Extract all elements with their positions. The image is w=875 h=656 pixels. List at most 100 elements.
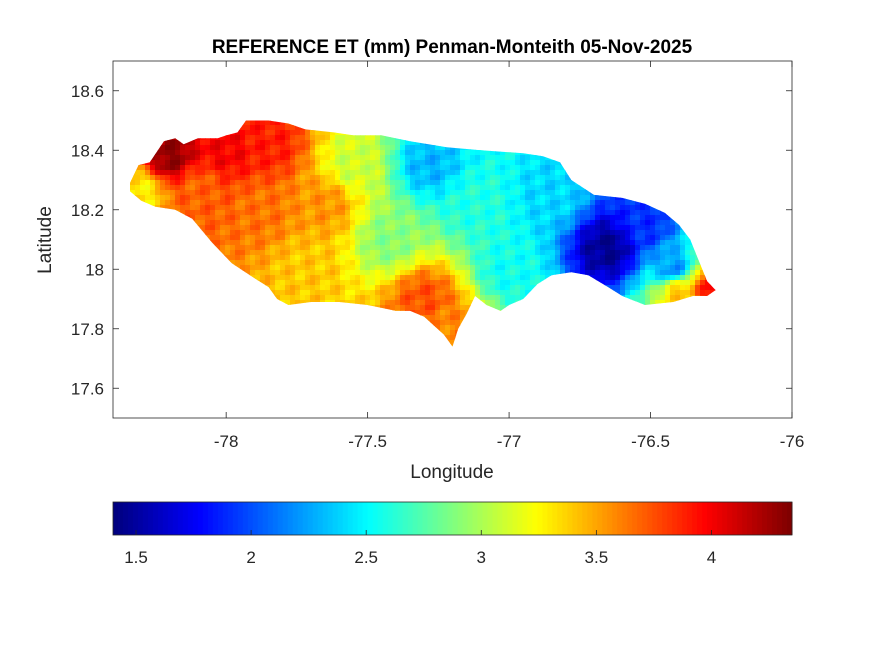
field-cell xyxy=(290,190,296,196)
field-cell xyxy=(285,180,291,186)
field-cell xyxy=(595,220,601,226)
field-cell xyxy=(600,265,606,271)
field-cell xyxy=(435,180,441,186)
field-cell xyxy=(315,190,321,196)
field-cell xyxy=(530,160,536,166)
field-cell xyxy=(415,265,421,271)
field-cell xyxy=(325,130,331,136)
field-cell xyxy=(270,225,276,231)
field-cell xyxy=(410,200,416,206)
field-cell xyxy=(690,250,696,256)
field-cell xyxy=(620,220,626,226)
field-cell xyxy=(505,250,511,256)
field-cell xyxy=(325,265,331,271)
field-cell xyxy=(375,220,381,226)
field-cell xyxy=(340,275,346,281)
field-cell xyxy=(505,160,511,166)
field-cell xyxy=(180,145,186,151)
field-cell xyxy=(380,150,386,156)
field-cell xyxy=(235,150,241,156)
field-cell xyxy=(365,145,371,151)
field-cell xyxy=(680,290,686,296)
field-cell xyxy=(360,160,366,166)
field-cell xyxy=(420,240,426,246)
field-cell xyxy=(550,180,556,186)
field-cell xyxy=(475,210,481,216)
field-cell xyxy=(395,170,401,176)
field-cell xyxy=(565,250,571,256)
field-cell xyxy=(495,220,501,226)
field-cell xyxy=(190,145,196,151)
field-cell xyxy=(390,300,396,306)
field-cell xyxy=(675,260,681,266)
field-cell xyxy=(405,165,411,171)
field-cell xyxy=(360,295,366,301)
field-cell xyxy=(480,270,486,276)
field-cell xyxy=(225,240,231,246)
field-cell xyxy=(275,135,281,141)
field-cell xyxy=(435,250,441,256)
field-cell xyxy=(220,215,226,221)
field-cell xyxy=(460,215,466,221)
field-cell xyxy=(335,210,341,216)
field-cell xyxy=(375,175,381,181)
field-cell xyxy=(545,185,551,191)
field-cell xyxy=(635,265,641,271)
field-cell xyxy=(230,260,236,266)
field-cell xyxy=(645,230,651,236)
field-cell xyxy=(275,230,281,236)
field-cell xyxy=(535,195,541,201)
field-cell xyxy=(275,235,281,241)
field-cell xyxy=(515,165,521,171)
field-cell xyxy=(610,265,616,271)
field-cell xyxy=(220,140,226,146)
field-cell xyxy=(195,220,201,226)
field-cell xyxy=(440,225,446,231)
field-cell xyxy=(485,190,491,196)
field-cell xyxy=(530,210,536,216)
field-cell xyxy=(460,170,466,176)
field-cell xyxy=(500,170,506,176)
field-cell xyxy=(420,205,426,211)
field-cell xyxy=(555,235,561,241)
field-cell xyxy=(315,140,321,146)
field-cell xyxy=(355,195,361,201)
field-cell xyxy=(260,130,266,136)
field-cell xyxy=(480,245,486,251)
field-cell xyxy=(375,195,381,201)
field-cell xyxy=(635,295,641,301)
field-cell xyxy=(650,300,656,306)
field-cell xyxy=(315,290,321,296)
field-cell xyxy=(575,195,581,201)
field-cell xyxy=(500,180,506,186)
field-cell xyxy=(640,245,646,251)
field-cell xyxy=(220,205,226,211)
field-cell xyxy=(215,210,221,216)
field-cell xyxy=(245,215,251,221)
field-cell xyxy=(635,260,641,266)
field-cell xyxy=(415,255,421,261)
field-cell xyxy=(270,145,276,151)
field-cell xyxy=(480,170,486,176)
field-cell xyxy=(670,280,676,286)
field-cell xyxy=(455,235,461,241)
field-cell xyxy=(605,220,611,226)
field-cell xyxy=(345,300,351,306)
field-cell xyxy=(140,175,146,181)
field-cell xyxy=(445,160,451,166)
field-cell xyxy=(585,210,591,216)
field-cell xyxy=(295,200,301,206)
field-cell xyxy=(305,235,311,241)
field-cell xyxy=(345,205,351,211)
field-cell xyxy=(415,175,421,181)
field-cell xyxy=(185,155,191,161)
field-cell xyxy=(275,270,281,276)
field-cell xyxy=(600,215,606,221)
field-cell xyxy=(405,175,411,181)
field-cell xyxy=(320,260,326,266)
field-cell xyxy=(395,220,401,226)
field-cell xyxy=(270,265,276,271)
field-cell xyxy=(365,155,371,161)
field-cell xyxy=(405,230,411,236)
field-cell xyxy=(625,270,631,276)
